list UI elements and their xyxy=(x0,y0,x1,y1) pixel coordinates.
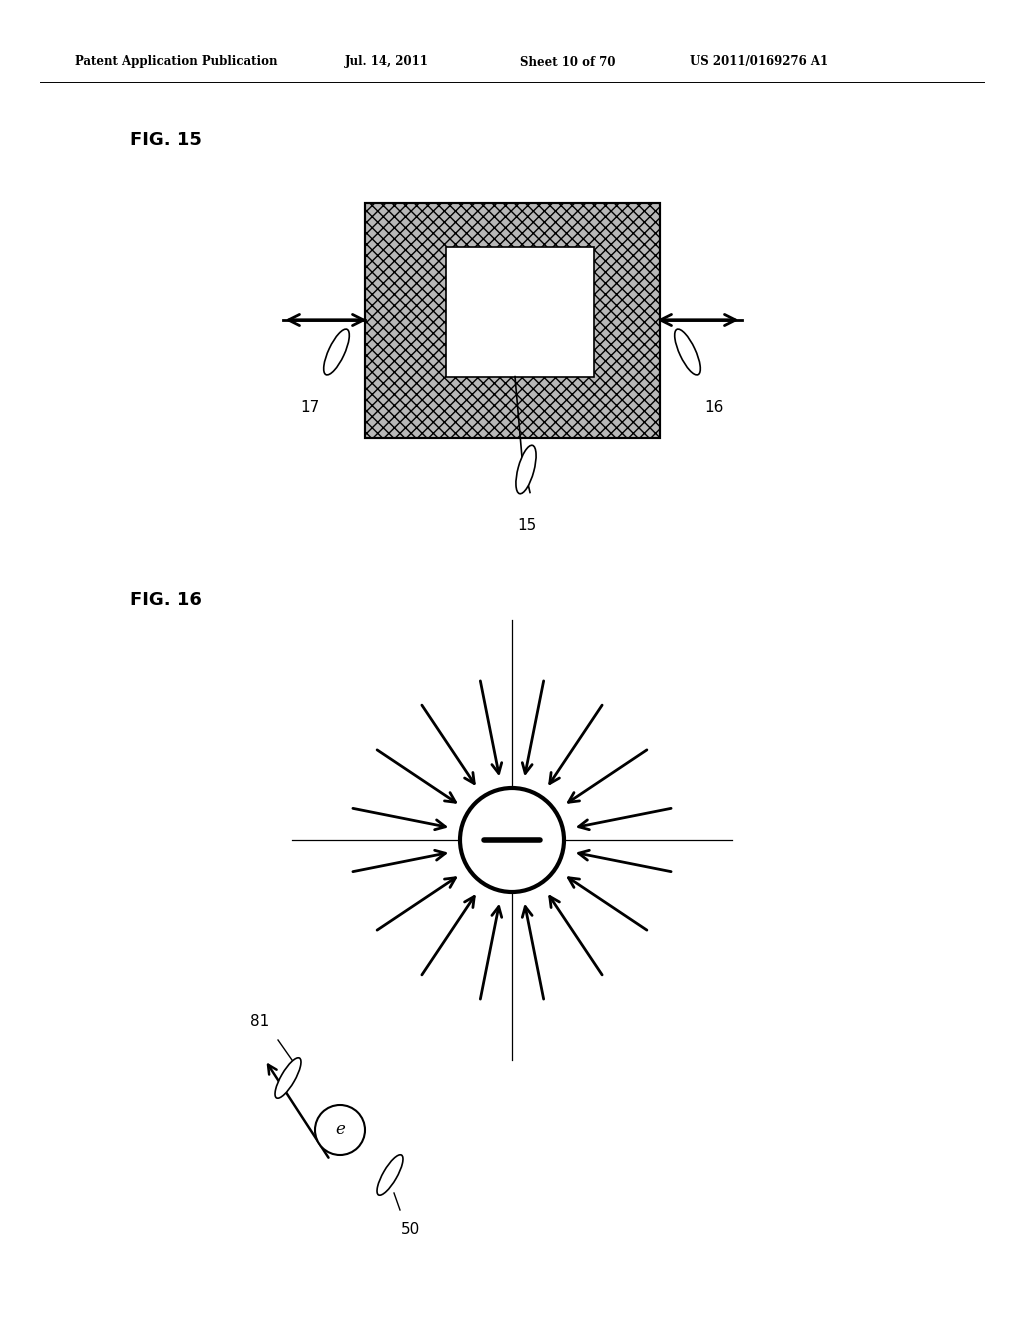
Text: Patent Application Publication: Patent Application Publication xyxy=(75,55,278,69)
Ellipse shape xyxy=(324,329,349,375)
Text: 81: 81 xyxy=(251,1015,269,1030)
Text: FIG. 16: FIG. 16 xyxy=(130,591,202,609)
Text: Sheet 10 of 70: Sheet 10 of 70 xyxy=(520,55,615,69)
Ellipse shape xyxy=(377,1155,403,1195)
Text: 17: 17 xyxy=(300,400,319,414)
Text: US 2011/0169276 A1: US 2011/0169276 A1 xyxy=(690,55,828,69)
Text: 16: 16 xyxy=(705,400,724,414)
Ellipse shape xyxy=(516,445,537,494)
Bar xyxy=(446,247,594,376)
Text: 50: 50 xyxy=(400,1222,420,1238)
Ellipse shape xyxy=(675,329,700,375)
Text: 15: 15 xyxy=(517,517,537,532)
Text: Jul. 14, 2011: Jul. 14, 2011 xyxy=(345,55,429,69)
Bar xyxy=(365,202,659,437)
Text: FIG. 15: FIG. 15 xyxy=(130,131,202,149)
Ellipse shape xyxy=(275,1057,301,1098)
Circle shape xyxy=(315,1105,365,1155)
Text: e: e xyxy=(335,1122,345,1138)
Bar xyxy=(365,202,659,437)
Circle shape xyxy=(460,788,564,892)
